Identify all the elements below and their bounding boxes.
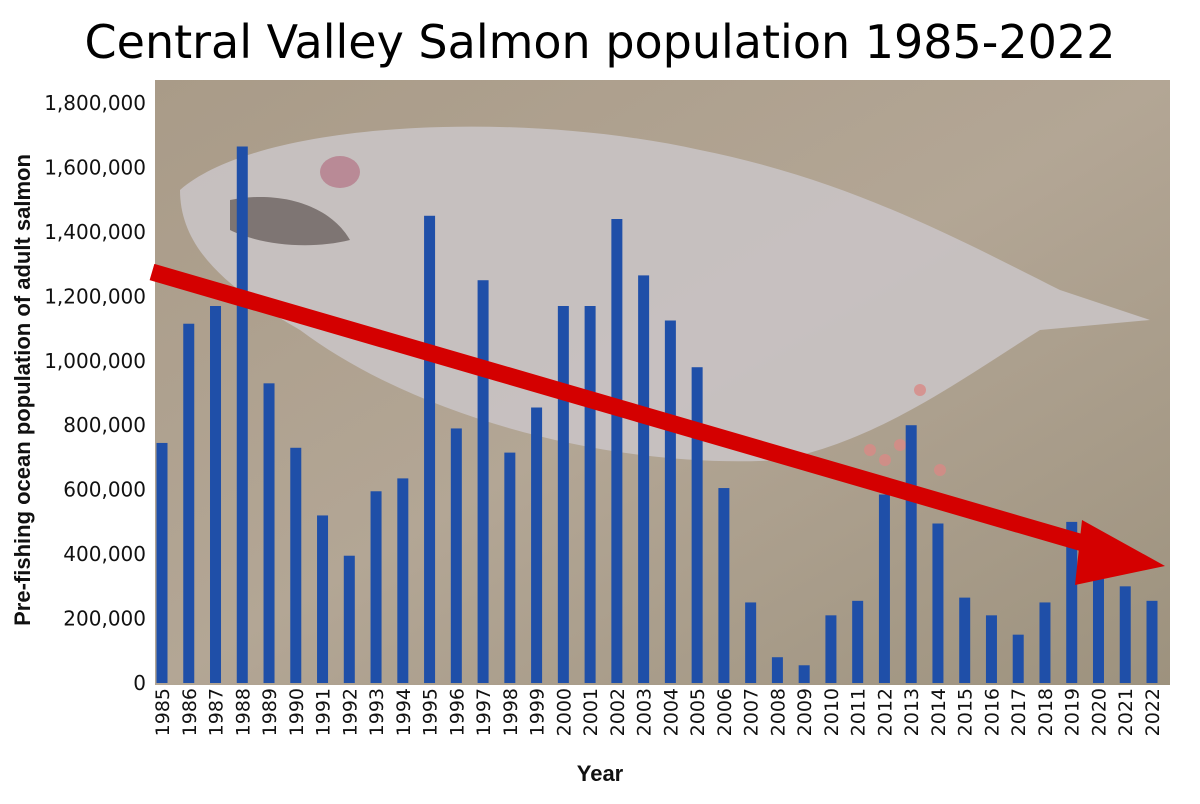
x-tick-label: 2014 [928,688,950,736]
x-tick-label: 2017 [1008,688,1030,736]
bar-1994 [397,478,409,683]
x-tick-label: 2019 [1062,688,1084,736]
x-tick-label: 1991 [313,688,335,736]
x-tick-label: 2008 [767,688,789,736]
chart-title: Central Valley Salmon population 1985-20… [85,15,1116,69]
bar-2006 [718,488,730,683]
bar-2007 [745,602,757,683]
x-tick-label: 2003 [634,688,656,736]
x-tick-label: 1992 [339,688,361,736]
x-tick-label: 2007 [741,688,763,736]
bar-2003 [638,275,650,683]
x-tick-label: 2011 [848,688,870,736]
bar-2021 [1119,586,1131,683]
x-tick-label: 1994 [393,688,415,736]
x-tick-label: 1987 [206,688,228,736]
bar-2016 [985,615,997,683]
bar-2017 [1012,634,1024,683]
bar-2004 [664,320,676,683]
bar-2020 [1092,575,1104,683]
x-tick-label: 2010 [821,688,843,736]
y-tick-label: 1,600,000 [44,155,146,179]
bar-2014 [932,523,944,683]
bar-1995 [424,215,436,683]
x-tick-label: 1985 [152,688,174,736]
x-tick-label: 2002 [607,688,629,736]
bar-1997 [477,280,489,683]
bar-2012 [878,494,890,683]
bar-2015 [959,597,971,683]
x-tick-label: 2012 [874,688,896,736]
x-tick-label: 2005 [687,688,709,736]
x-tick-label: 2020 [1088,688,1110,736]
bar-2002 [611,219,623,683]
x-tick-label: 1988 [232,688,254,736]
x-tick-label: 2016 [981,688,1003,736]
bar-1990 [290,447,302,683]
y-axis-label: Pre-fishing ocean population of adult sa… [10,154,35,626]
x-tick-label: 2009 [794,688,816,736]
x-tick-label: 2015 [955,688,977,736]
bar-1996 [450,428,462,683]
x-tick-label: 2021 [1115,688,1137,736]
x-tick-label: 1990 [286,688,308,736]
bar-1993 [370,491,382,683]
x-tick-label: 1995 [420,688,442,736]
x-tick-label: 2022 [1142,688,1164,736]
y-tick-label: 800,000 [63,413,146,437]
y-tick-label: 1,800,000 [44,91,146,115]
x-tick-label: 2004 [660,688,682,736]
bar-2011 [852,600,864,683]
y-tick-label: 0 [133,671,146,695]
background-photo [155,80,1170,685]
bar-2022 [1146,600,1158,683]
trend-arrow [149,263,1165,585]
bar-1992 [343,555,355,683]
bar-2009 [798,665,810,683]
bar-1987 [210,306,222,683]
x-tick-label: 1996 [446,688,468,736]
bar-2010 [825,615,837,683]
bar-1999 [531,407,543,683]
bar-1985 [156,442,168,683]
y-tick-label: 600,000 [63,478,146,502]
y-tick-label: 400,000 [63,542,146,566]
bar-2005 [691,367,703,683]
bar-1988 [236,146,248,683]
x-tick-label: 2013 [901,688,923,736]
x-tick-label: 2018 [1035,688,1057,736]
bar-1986 [183,323,195,683]
bar-2000 [557,306,569,683]
bar-1989 [263,383,275,683]
x-tick-label: 2000 [553,688,575,736]
bar-1991 [317,515,329,683]
bar-2008 [771,657,783,683]
x-tick-label: 1993 [366,688,388,736]
y-tick-label: 1,000,000 [44,349,146,373]
bar-2001 [584,306,596,683]
x-tick-label: 1998 [500,688,522,736]
bar-2013 [905,425,917,683]
bar-1998 [504,452,516,683]
x-tick-label: 1989 [259,688,281,736]
x-tick-label: 2001 [580,688,602,736]
y-tick-label: 1,400,000 [44,220,146,244]
x-tick-label: 1999 [527,688,549,736]
x-axis-label: Year [577,761,624,786]
x-tick-label: 1986 [179,688,201,736]
x-tick-label: 2006 [714,688,736,736]
bar-2019 [1066,521,1078,683]
y-tick-label: 200,000 [63,607,146,631]
y-tick-label: 1,200,000 [44,284,146,308]
bar-2018 [1039,602,1051,683]
x-tick-label: 1997 [473,688,495,736]
